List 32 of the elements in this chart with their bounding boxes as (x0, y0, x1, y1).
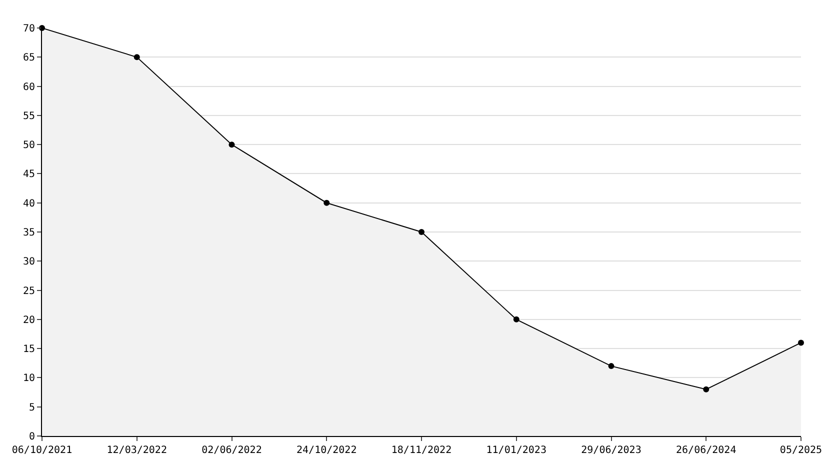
x-tick-label: 18/11/2022 (391, 445, 452, 456)
y-tick-label: 5 (28, 402, 35, 414)
point (228, 142, 235, 148)
y-tick-label: 55 (22, 110, 35, 122)
x-tick-label: 29/06/2023 (581, 445, 642, 456)
x-tick-label: 02/06/2022 (202, 445, 262, 456)
y-tick-label: 25 (22, 286, 35, 297)
point (134, 54, 140, 60)
x-tick-label: 24/10/2022 (296, 445, 357, 456)
y-tick-label: 10 (22, 373, 35, 384)
x-tick-label: 12/03/2022 (106, 445, 167, 456)
point (798, 340, 804, 346)
y-tick-label: 50 (22, 140, 35, 152)
y-tick-label: 65 (22, 52, 35, 64)
y-tick-label: 0 (28, 432, 35, 442)
x-tick-label: 11/01/2023 (486, 445, 546, 456)
x-tick-label: 06/10/2021 (12, 445, 72, 456)
y-tick-label: 45 (22, 169, 35, 180)
y-tick-label: 30 (22, 256, 35, 268)
point (608, 363, 614, 370)
y-tick-label: 15 (22, 344, 35, 356)
point (513, 316, 520, 322)
y-tick-label: 40 (22, 198, 35, 210)
y-tick-label: 70 (22, 24, 35, 34)
y-tick-label: 35 (22, 228, 35, 238)
point (324, 200, 330, 206)
y-tick-label: 20 (22, 314, 35, 326)
x-tick-label: 26/06/2024 (676, 445, 736, 456)
point (418, 229, 424, 235)
x-tick-label: 05/2025 (780, 445, 822, 456)
y-tick-label: 60 (22, 82, 35, 93)
point (703, 386, 710, 392)
